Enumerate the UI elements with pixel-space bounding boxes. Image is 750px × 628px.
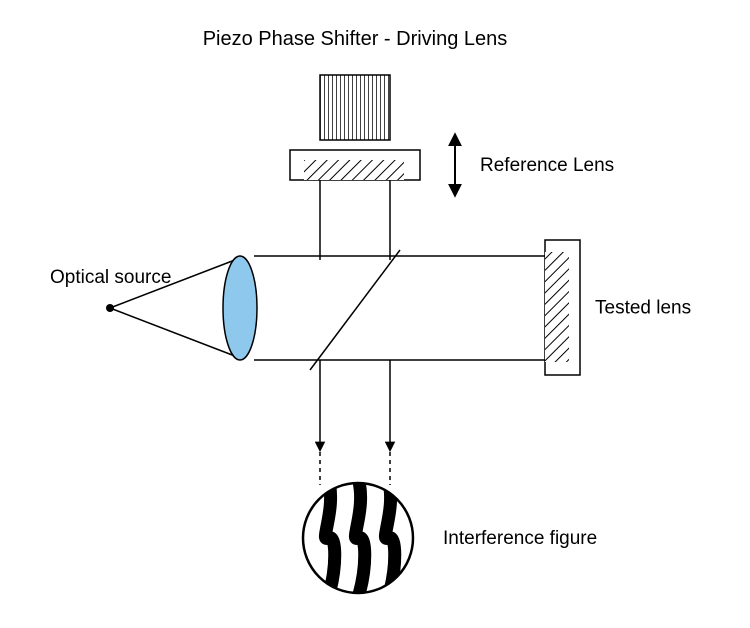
interference-fringes — [303, 478, 413, 598]
beam-splitter — [310, 250, 400, 370]
reference-lens-label: Reference Lens — [480, 155, 614, 176]
tested-lens-hatch — [545, 252, 569, 362]
source-ray-bot — [110, 308, 240, 358]
optical-source-label: Optical source — [50, 267, 171, 288]
title-label: Piezo Phase Shifter - Driving Lens — [203, 28, 508, 50]
piezo-stack — [320, 75, 390, 140]
interference-figure-label: Interference figure — [443, 528, 597, 549]
tested-lens-label: Tested lens — [595, 298, 691, 319]
reference-lens-hatch — [304, 160, 404, 180]
collimating-lens — [223, 256, 257, 360]
